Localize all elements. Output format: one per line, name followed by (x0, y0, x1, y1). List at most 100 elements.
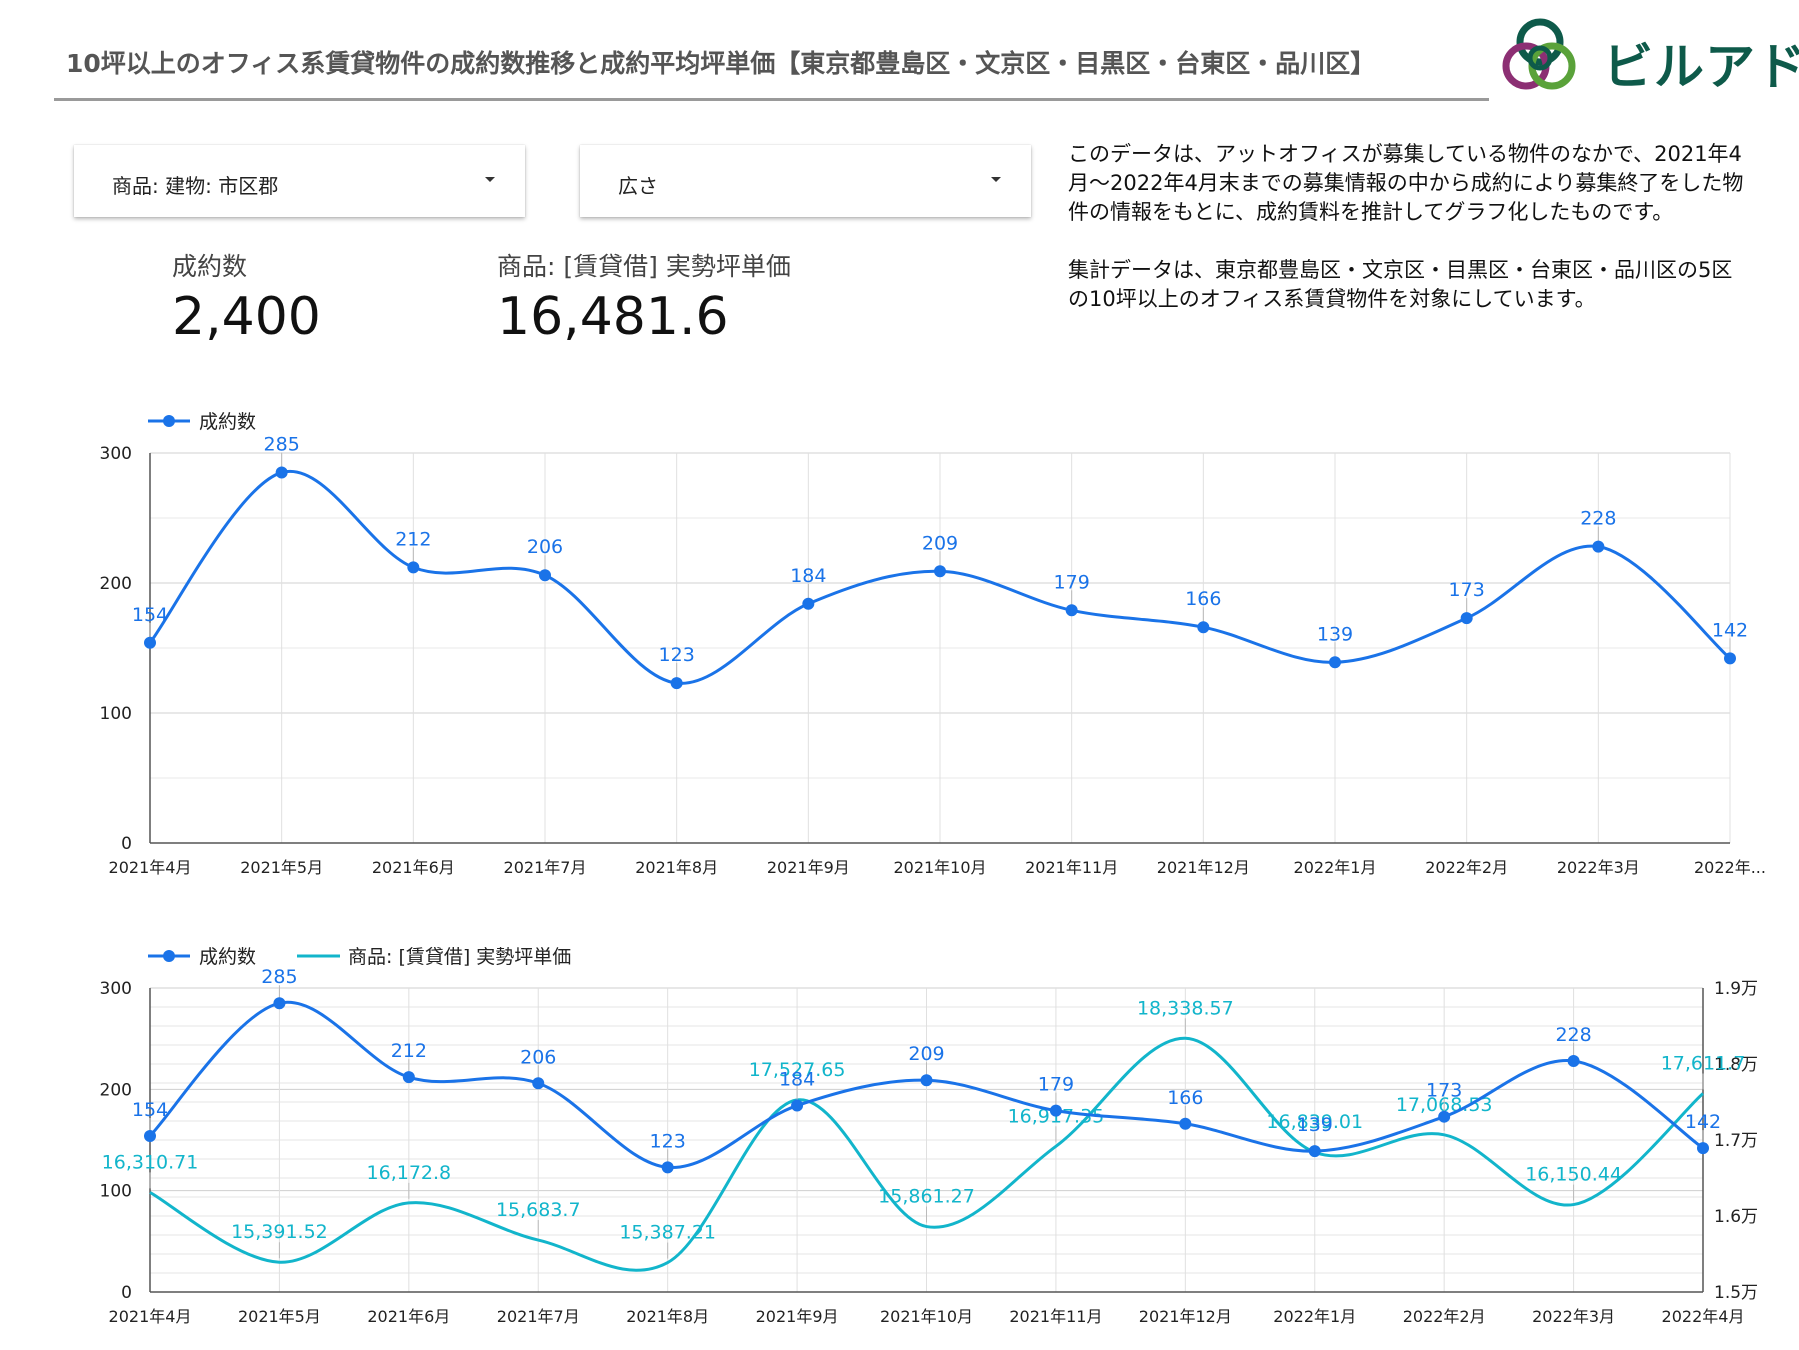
x-tick-label: 2021年6月 (367, 1307, 450, 1326)
data-point-contracts (144, 636, 156, 649)
x-tick-label: 2021年9月 (756, 1307, 839, 1326)
y-tick-label: 200 (100, 1080, 132, 1100)
x-tick-label: 2021年12月 (1157, 858, 1250, 877)
contracts-line-chart: 成約数 0 100 200 300 2021年4月 2021年5月 2021年6月 2021年7… (100, 411, 1766, 877)
y2-tick-label: 1.5万 (1714, 1283, 1758, 1303)
y2-tick-label: 1.7万 (1714, 1131, 1758, 1151)
x-tick-label: 2021年5月 (238, 1307, 321, 1326)
data-point-contracts (1329, 656, 1341, 669)
scorecard-label: 成約数 (172, 252, 248, 281)
data-label-contracts: 179 (1038, 1074, 1074, 1096)
data-point-contracts (1460, 612, 1473, 625)
x-tick-label: 2022年1月 (1273, 1307, 1356, 1326)
x-tick-label: 2022年2月 (1425, 858, 1508, 877)
data-point-contracts (1697, 1142, 1709, 1155)
data-point-contracts (670, 677, 683, 690)
y2-tick-label: 1.6万 (1714, 1207, 1758, 1227)
data-label-contracts: 166 (1167, 1087, 1203, 1109)
data-label-contracts: 228 (1555, 1024, 1591, 1046)
data-label-unit-price: 15,387.21 (619, 1222, 716, 1244)
data-label-contracts: 179 (1054, 571, 1090, 593)
data-label-contracts: 285 (264, 434, 300, 456)
data-label-contracts: 212 (391, 1040, 427, 1062)
data-point-contracts (791, 1099, 804, 1112)
data-point-contracts (934, 565, 946, 578)
y2-tick-label: 1.8万 (1714, 1055, 1758, 1075)
caret-down-icon (485, 177, 495, 182)
y-tick-label: 200 (100, 574, 132, 594)
x-tick-label: 2021年4月 (109, 1307, 192, 1326)
size-filter-label: 広さ (618, 174, 658, 198)
x-tick-label: 2022年... (1694, 858, 1766, 877)
page-title: 10坪以上のオフィス系賃貸物件の成約数推移と成約平均坪単価【東京都豊島区・文京区… (66, 49, 1376, 78)
data-label-contracts: 139 (1317, 623, 1353, 645)
logo-mark-icon (1502, 18, 1576, 90)
data-point-contracts (661, 1161, 674, 1174)
data-point-contracts (539, 569, 551, 582)
legend-label-unit-price: 商品: [賃貸借] 実勢坪単価 (348, 946, 571, 968)
y2-tick-label: 1.9万 (1714, 979, 1758, 999)
x-tick-label: 2022年3月 (1557, 858, 1640, 877)
data-label-contracts: 123 (650, 1130, 686, 1152)
data-point-contracts (1179, 1117, 1192, 1130)
x-tick-label: 2021年10月 (893, 858, 986, 877)
data-label-unit-price: 16,310.71 (102, 1151, 199, 1173)
data-point-contracts (1438, 1110, 1451, 1123)
logo-text: ビルアド (1603, 38, 1799, 96)
x-tick-label: 2021年4月 (109, 858, 192, 877)
size-filter-dropdown[interactable]: 広さ (580, 145, 1031, 217)
y-tick-label: 100 (100, 1182, 132, 1202)
data-label-unit-price: 17,527.65 (749, 1059, 846, 1081)
data-label-unit-price: 16,150.44 (1525, 1164, 1622, 1186)
title-divider (54, 98, 1489, 101)
data-point-contracts (802, 597, 815, 610)
data-label-contracts: 154 (132, 604, 168, 626)
x-tick-label: 2021年12月 (1139, 1307, 1232, 1326)
data-label-unit-price: 15,683.7 (496, 1199, 581, 1221)
data-point-contracts (407, 561, 420, 574)
data-point-contracts (1724, 652, 1736, 665)
data-label-contracts: 206 (520, 1046, 556, 1068)
x-tick-label: 2022年1月 (1294, 858, 1377, 877)
data-label-contracts: 206 (527, 536, 563, 558)
data-label-contracts: 123 (659, 644, 695, 666)
x-tick-label: 2021年8月 (626, 1307, 709, 1326)
caret-down-icon (991, 177, 1001, 182)
series-line-unit-price (149, 1036, 1704, 1272)
x-tick-label: 2021年7月 (504, 858, 587, 877)
data-label-contracts: 139 (1297, 1114, 1333, 1136)
data-label-contracts: 184 (779, 1069, 815, 1091)
x-tick-label: 2021年11月 (1009, 1307, 1102, 1326)
legend-label-contracts: 成約数 (199, 946, 256, 968)
data-label-contracts: 228 (1580, 508, 1616, 530)
scorecard-value: 16,481.6 (497, 287, 729, 347)
x-tick-label: 2022年4月 (1662, 1307, 1745, 1326)
data-point-contracts (1308, 1145, 1321, 1158)
description-paragraph: 集計データは、東京都豊島区・文京区・目黒区・台東区・品川区の5区の10坪以上のオ… (1068, 258, 1733, 311)
y-tick-label: 300 (100, 979, 132, 999)
scorecard-value: 2,400 (172, 287, 321, 347)
data-point-contracts (532, 1077, 545, 1090)
y-tick-label: 0 (121, 834, 132, 854)
data-point-contracts (1567, 1054, 1580, 1067)
data-point-contracts (920, 1074, 933, 1087)
scorecard-label: 商品: [賃貸借] 実勢坪単価 (497, 252, 791, 281)
data-label-contracts: 184 (790, 565, 826, 587)
data-label-unit-price: 16,839.01 (1266, 1111, 1363, 1133)
data-label-unit-price: 16,172.8 (367, 1162, 452, 1184)
data-label-contracts: 212 (395, 528, 431, 550)
data-label-contracts: 166 (1185, 588, 1221, 610)
city-filter-dropdown[interactable]: 商品: 建物: 市区郡 (74, 145, 525, 217)
data-point-contracts (273, 997, 286, 1010)
description-paragraph: このデータは、アットオフィスが募集している物件のなかで、2021年4月〜2022… (1068, 142, 1744, 224)
contracts-and-price-combo-chart: 成約数 商品: [賃貸借] 実勢坪単価 0 100 200 300 1.5万 1.6万 1.7万… (100, 946, 1759, 1326)
data-point-contracts (275, 466, 288, 479)
data-label-contracts: 154 (132, 1099, 168, 1121)
data-point-contracts (1197, 621, 1210, 634)
data-label-contracts: 142 (1712, 619, 1748, 641)
data-label-contracts: 173 (1426, 1080, 1462, 1102)
data-label-contracts: 173 (1449, 579, 1485, 601)
data-label-unit-price: 15,861.27 (878, 1186, 975, 1208)
x-tick-label: 2021年5月 (240, 858, 323, 877)
biruad-logo (1502, 18, 1576, 90)
